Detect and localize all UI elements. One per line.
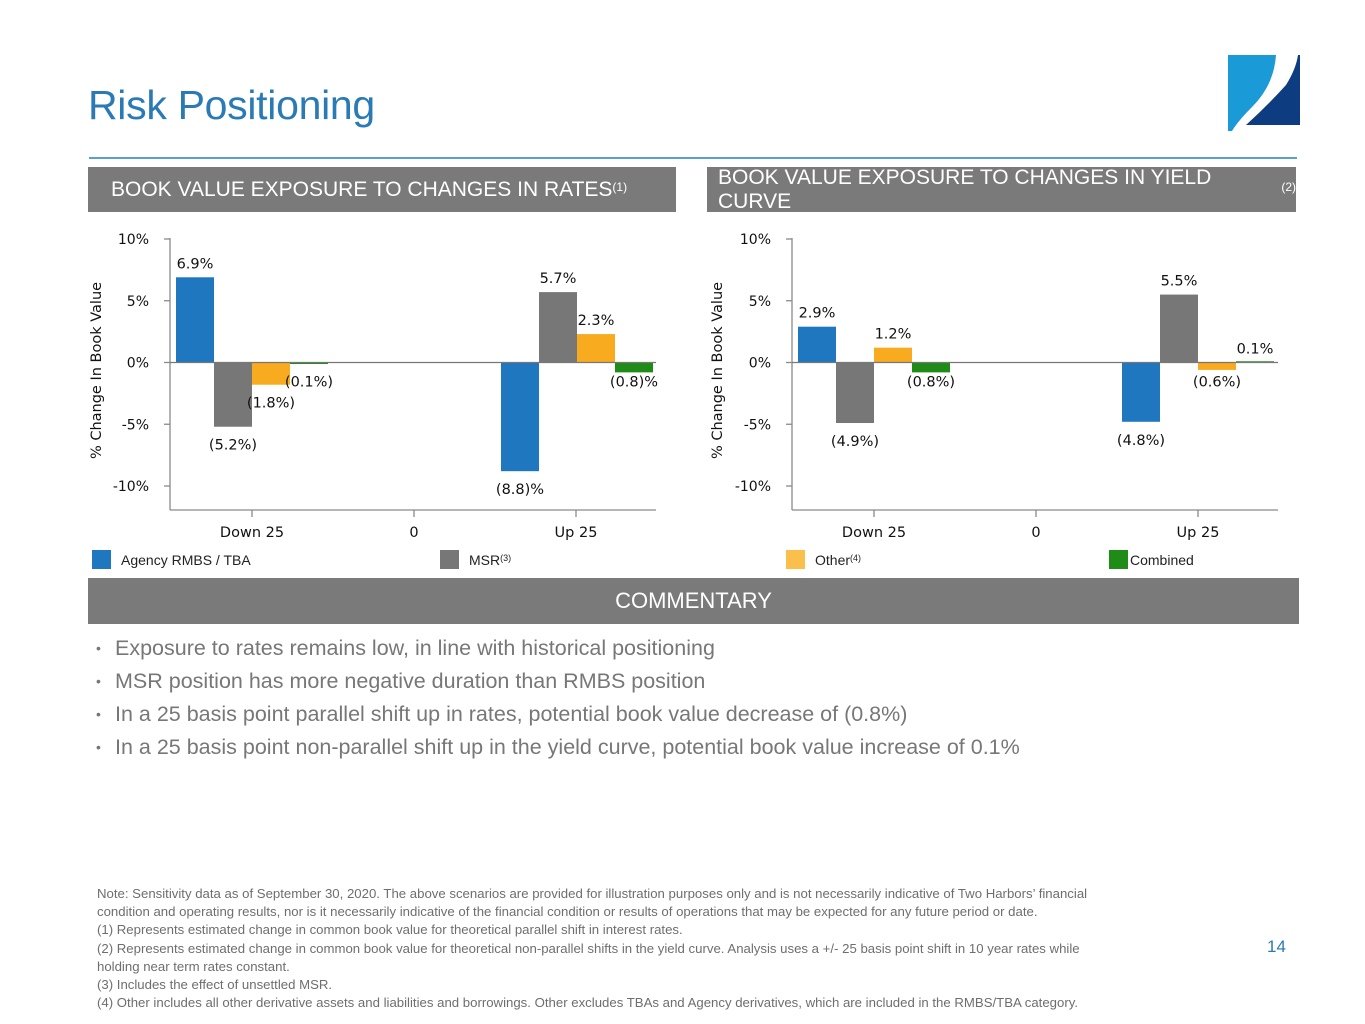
footnote-marker: (2) — [1281, 179, 1296, 194]
footnote-line: condition and operating results, nor is … — [97, 904, 1038, 920]
legend-label: MSR — [469, 551, 501, 568]
legend-swatch-msr — [440, 550, 459, 569]
bar-msr — [1160, 294, 1198, 363]
y-tick-label: 10% — [118, 232, 149, 248]
footnote-line: Note: Sensitivity data as of September 3… — [97, 886, 1088, 901]
legend-label: Combined — [1130, 551, 1194, 568]
legend-item-agency: Agency RMBS / TBA — [92, 550, 251, 569]
y-tick-label: -10% — [113, 479, 149, 495]
legend-item-other: Other (4) — [786, 550, 861, 569]
y-axis-title: % Change In Book Value — [89, 282, 105, 459]
bar-agency — [798, 326, 836, 363]
data-label: (0.8)% — [610, 375, 658, 391]
data-label: 6.9% — [177, 256, 214, 272]
legend-item-combined: Combined — [1109, 550, 1194, 569]
data-label: (5.2%) — [209, 438, 257, 454]
y-tick-label: 10% — [740, 232, 771, 248]
bullet-icon: • — [96, 640, 101, 656]
commentary-bullet: • Exposure to rates remains low, in line … — [96, 632, 1020, 665]
bar-msr — [836, 362, 874, 424]
y-tick-label: -5% — [122, 417, 149, 433]
footnote-line: (4) Other includes all other derivative … — [97, 995, 1079, 1011]
commentary-header: COMMENTARY — [88, 578, 1299, 624]
chart-rates: 10% 5% 0% -5% -10% Down 25 0 Up 25 % Change In B… — [89, 232, 658, 541]
bar-other — [874, 347, 912, 363]
footnote-line: holding near term rates constant. — [97, 958, 290, 974]
data-label: 1.2% — [875, 327, 912, 343]
data-label: 5.7% — [540, 271, 577, 287]
bar-combined — [290, 362, 328, 364]
legend-swatch-other — [786, 550, 805, 569]
data-label: (4.8%) — [1117, 433, 1165, 449]
bullet-text: Exposure to rates remains low, in line w… — [115, 636, 715, 660]
bar-other — [1198, 362, 1236, 370]
bar-combined — [912, 362, 950, 373]
legend-footnote: (4) — [850, 552, 862, 563]
commentary-bullet: • In a 25 basis point parallel shift up i… — [96, 698, 1020, 731]
section-header-rates: BOOK VALUE EXPOSURE TO CHANGES IN RATES(… — [88, 167, 676, 212]
footnote-marker: (1) — [612, 179, 628, 194]
title-divider — [89, 157, 1297, 159]
section-header-curve: BOOK VALUE EXPOSURE TO CHANGES IN YIELD … — [707, 165, 1296, 213]
data-label: (0.1%) — [285, 375, 333, 391]
bullet-text: In a 25 basis point parallel shift up in… — [115, 702, 908, 726]
bar-agency — [1122, 362, 1160, 422]
y-tick-label: 5% — [127, 294, 149, 310]
data-label: (1.8%) — [247, 396, 295, 412]
bar-other — [577, 334, 615, 363]
commentary-title: COMMENTARY — [615, 588, 772, 613]
x-tick-label: Up 25 — [555, 525, 598, 541]
legend-item-msr: MSR (3) — [440, 550, 511, 569]
data-label: 2.3% — [578, 313, 615, 329]
y-tick-label: -5% — [744, 417, 771, 433]
data-label: 5.5% — [1161, 274, 1198, 290]
footnote-line: (1) Represents estimated change in commo… — [97, 922, 683, 938]
x-tick-label: 0 — [409, 525, 418, 541]
bar-combined — [615, 362, 653, 373]
section-title-curve: BOOK VALUE EXPOSURE TO CHANGES IN YIELD … — [718, 165, 1212, 213]
data-label: (4.9%) — [831, 434, 879, 450]
bar-msr — [214, 362, 252, 427]
x-tick-label: Down 25 — [220, 525, 284, 541]
legend-swatch-agency — [92, 550, 111, 569]
bullet-icon: • — [96, 706, 101, 722]
footnotes: Note: Sensitivity data as of September 3… — [97, 885, 1247, 1012]
y-tick-label: 5% — [749, 294, 771, 310]
commentary-bullet: • MSR position has more negative duration… — [96, 665, 1020, 698]
bullet-text: In a 25 basis point non-parallel shift u… — [115, 735, 1020, 759]
data-label: (8.8)% — [496, 482, 544, 498]
legend-swatch-combined — [1109, 550, 1128, 569]
footnote-line: (3) Includes the effect of unsettled MSR… — [97, 977, 333, 993]
commentary-list: • Exposure to rates remains low, in line … — [96, 632, 1020, 764]
legend-footnote: (3) — [500, 552, 512, 563]
chart-yield-curve: 10% 5% 0% -5% -10% Down 25 0 Up 25 % Change In B… — [710, 232, 1278, 541]
bar-msr — [539, 292, 577, 363]
x-tick-label: Up 25 — [1177, 525, 1220, 541]
legend-label: Agency RMBS / TBA — [121, 551, 251, 568]
y-tick-label: 0% — [749, 356, 771, 372]
y-tick-label: -10% — [735, 479, 771, 495]
bar-agency — [176, 277, 214, 363]
charts-canvas: 10% 5% 0% -5% -10% Down 25 0 Up 25 % Change In B… — [89, 232, 1278, 541]
bullet-text: MSR position has more negative duration … — [115, 669, 706, 693]
x-tick-label: 0 — [1031, 525, 1040, 541]
section-title-rates: BOOK VALUE EXPOSURE TO CHANGES IN RATES — [111, 177, 613, 201]
x-tick-label: Down 25 — [842, 525, 906, 541]
commentary-bullet: • In a 25 basis point non-parallel shift … — [96, 731, 1020, 764]
bar-other — [252, 362, 290, 385]
y-tick-label: 0% — [127, 356, 149, 372]
data-label: 2.9% — [799, 306, 836, 322]
data-label: 0.1% — [1237, 342, 1274, 358]
footnote-line: (2) Represents estimated change in commo… — [97, 940, 1080, 956]
data-label: (0.8%) — [907, 375, 955, 391]
company-logo-icon — [1228, 55, 1300, 131]
page-title: Risk Positioning — [88, 82, 375, 128]
bar-agency — [501, 362, 539, 472]
bullet-icon: • — [96, 673, 101, 689]
y-axis-title: % Change In Book Value — [710, 282, 726, 459]
bullet-icon: • — [96, 739, 101, 755]
page-number: 14 — [1267, 937, 1286, 956]
legend-label: Other — [815, 551, 851, 568]
data-label: (0.6%) — [1193, 375, 1241, 391]
